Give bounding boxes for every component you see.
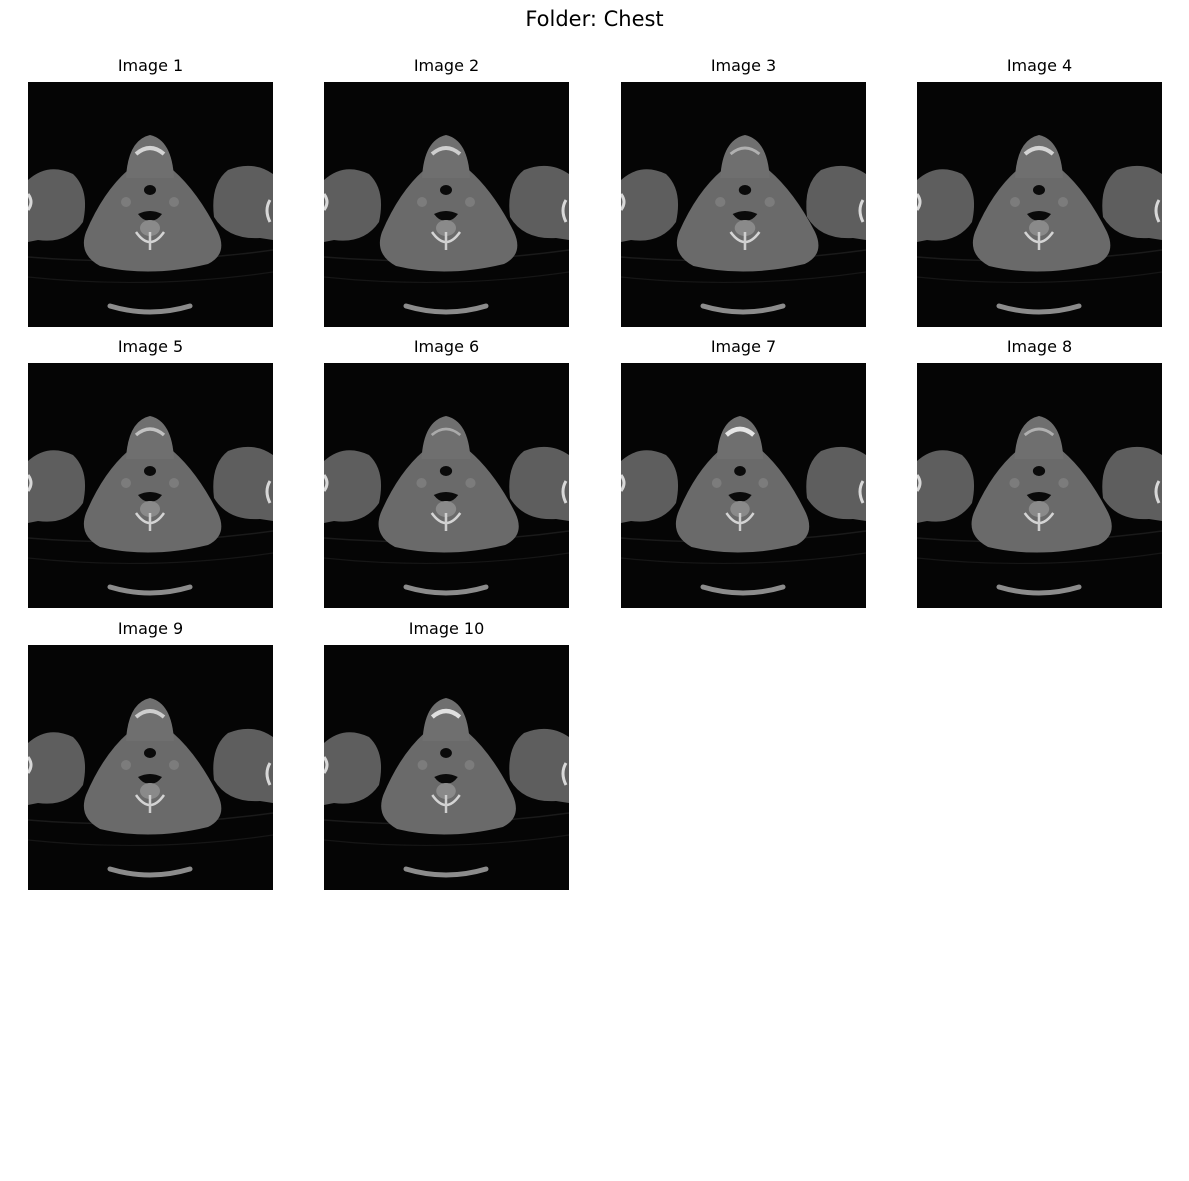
figure-title: Folder: Chest — [525, 7, 664, 31]
ct-scan-image-8 — [917, 363, 1162, 608]
ct-scan-image-5 — [28, 363, 273, 608]
image-title-7: Image 7 — [710, 337, 777, 356]
ct-scan-image-6 — [324, 363, 569, 608]
ct-scan-image-4 — [917, 82, 1162, 327]
image-title-8: Image 8 — [1006, 337, 1073, 356]
image-title-10: Image 10 — [408, 619, 485, 638]
image-title-9: Image 9 — [117, 619, 184, 638]
ct-scan-image-10 — [324, 645, 569, 890]
ct-scan-image-9 — [28, 645, 273, 890]
ct-scan-image-1 — [28, 82, 273, 327]
ct-scan-image-3 — [621, 82, 866, 327]
image-title-6: Image 6 — [413, 337, 480, 356]
image-title-5: Image 5 — [117, 337, 184, 356]
image-title-2: Image 2 — [413, 56, 480, 75]
ct-scan-image-7 — [621, 363, 866, 608]
image-title-3: Image 3 — [710, 56, 777, 75]
image-title-4: Image 4 — [1006, 56, 1073, 75]
image-title-1: Image 1 — [117, 56, 184, 75]
ct-scan-image-2 — [324, 82, 569, 327]
